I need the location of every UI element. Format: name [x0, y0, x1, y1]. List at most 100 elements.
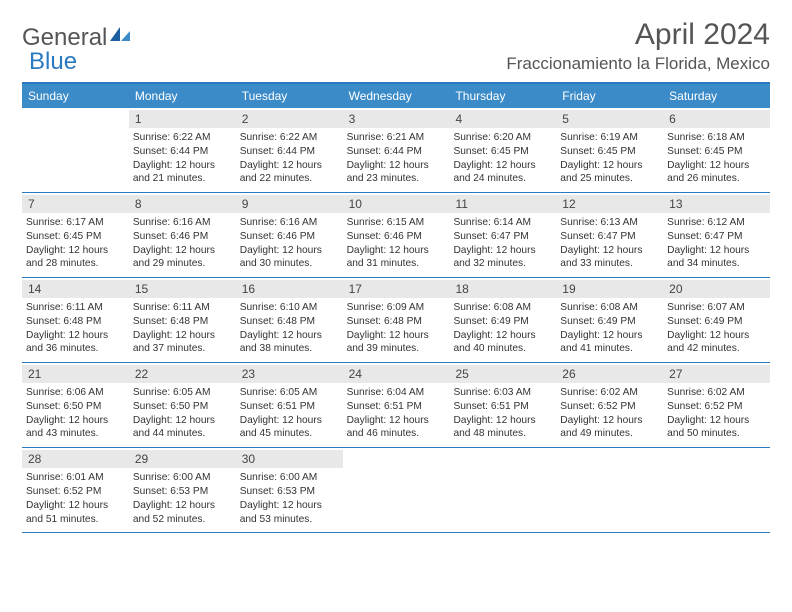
day-number: 13	[663, 195, 770, 213]
weeks-container: 1Sunrise: 6:22 AMSunset: 6:44 PMDaylight…	[22, 108, 770, 533]
day-number: 8	[129, 195, 236, 213]
day-info: Sunrise: 6:16 AMSunset: 6:46 PMDaylight:…	[240, 216, 339, 271]
day-info: Sunrise: 6:22 AMSunset: 6:44 PMDaylight:…	[133, 131, 232, 186]
day-number: 30	[236, 450, 343, 468]
day-number: 23	[236, 365, 343, 383]
day-cell: 3 Sunrise: 6:21 AMSunset: 6:44 PMDaylight…	[343, 108, 450, 192]
day-number: 4	[449, 110, 556, 128]
day-number: 25	[449, 365, 556, 383]
day-info: Sunrise: 6:15 AMSunset: 6:46 PMDaylight:…	[347, 216, 446, 271]
week-row: 14Sunrise: 6:11 AMSunset: 6:48 PMDayligh…	[22, 278, 770, 363]
day-header-row: Sunday Monday Tuesday Wednesday Thursday…	[22, 84, 770, 108]
day-info: Sunrise: 6:19 AMSunset: 6:45 PMDaylight:…	[560, 131, 659, 186]
calendar-page: General April 2024 Fraccionamiento la Fl…	[0, 0, 792, 551]
day-cell: 22 Sunrise: 6:05 AMSunset: 6:50 PMDayligh…	[129, 363, 236, 447]
day-number: 1	[129, 110, 236, 128]
day-info: Sunrise: 6:02 AMSunset: 6:52 PMDaylight:…	[560, 386, 659, 441]
week-row: 28 Sunrise: 6:01 AMSunset: 6:52 PMDayligh…	[22, 448, 770, 533]
day-info: Sunrise: 6:10 AMSunset: 6:48 PMDaylight:…	[240, 301, 339, 356]
day-info: Sunrise: 6:08 AMSunset: 6:49 PMDaylight:…	[453, 301, 552, 356]
brand-part2: Blue	[29, 48, 77, 75]
day-header-tue: Tuesday	[236, 84, 343, 108]
day-cell: 5Sunrise: 6:19 AMSunset: 6:45 PMDaylight…	[556, 108, 663, 192]
day-info: Sunrise: 6:11 AMSunset: 6:48 PMDaylight:…	[26, 301, 125, 356]
day-number: 18	[449, 280, 556, 298]
day-number: 16	[236, 280, 343, 298]
day-cell	[449, 448, 556, 532]
day-number: 17	[343, 280, 450, 298]
day-header-sat: Saturday	[663, 84, 770, 108]
day-number: 24	[343, 365, 450, 383]
day-info: Sunrise: 6:02 AMSunset: 6:52 PMDaylight:…	[667, 386, 766, 441]
day-cell: 15 Sunrise: 6:11 AMSunset: 6:48 PMDayligh…	[129, 278, 236, 362]
day-cell: 4Sunrise: 6:20 AMSunset: 6:45 PMDaylight…	[449, 108, 556, 192]
day-cell	[343, 448, 450, 532]
day-number: 3	[343, 110, 450, 128]
day-number: 9	[236, 195, 343, 213]
day-info: Sunrise: 6:06 AMSunset: 6:50 PMDaylight:…	[26, 386, 125, 441]
brand-part2-wrap: Blue	[28, 48, 77, 76]
day-number: 2	[236, 110, 343, 128]
day-header-fri: Friday	[556, 84, 663, 108]
day-info: Sunrise: 6:00 AMSunset: 6:53 PMDaylight:…	[133, 471, 232, 526]
day-number: 22	[129, 365, 236, 383]
day-info: Sunrise: 6:07 AMSunset: 6:49 PMDaylight:…	[667, 301, 766, 356]
header: General April 2024 Fraccionamiento la Fl…	[22, 18, 770, 74]
day-header-sun: Sunday	[22, 84, 129, 108]
day-number: 29	[129, 450, 236, 468]
day-info: Sunrise: 6:17 AMSunset: 6:45 PMDaylight:…	[26, 216, 125, 271]
day-info: Sunrise: 6:22 AMSunset: 6:44 PMDaylight:…	[240, 131, 339, 186]
month-title: April 2024	[506, 18, 770, 52]
day-cell: 30 Sunrise: 6:00 AMSunset: 6:53 PMDayligh…	[236, 448, 343, 532]
day-info: Sunrise: 6:21 AMSunset: 6:44 PMDaylight:…	[347, 131, 446, 186]
day-cell: 26 Sunrise: 6:02 AMSunset: 6:52 PMDayligh…	[556, 363, 663, 447]
day-info: Sunrise: 6:00 AMSunset: 6:53 PMDaylight:…	[240, 471, 339, 526]
day-number: 19	[556, 280, 663, 298]
day-cell: 20Sunrise: 6:07 AMSunset: 6:49 PMDayligh…	[663, 278, 770, 362]
day-number: 6	[663, 110, 770, 128]
day-cell: 8 Sunrise: 6:16 AMSunset: 6:46 PMDaylight…	[129, 193, 236, 277]
day-number: 15	[129, 280, 236, 298]
day-number: 21	[22, 365, 129, 383]
day-cell: 21 Sunrise: 6:06 AMSunset: 6:50 PMDayligh…	[22, 363, 129, 447]
calendar-grid: Sunday Monday Tuesday Wednesday Thursday…	[22, 82, 770, 533]
day-cell: 27 Sunrise: 6:02 AMSunset: 6:52 PMDayligh…	[663, 363, 770, 447]
day-cell: 7 Sunrise: 6:17 AMSunset: 6:45 PMDaylight…	[22, 193, 129, 277]
day-info: Sunrise: 6:08 AMSunset: 6:49 PMDaylight:…	[560, 301, 659, 356]
day-number: 27	[663, 365, 770, 383]
day-info: Sunrise: 6:14 AMSunset: 6:47 PMDaylight:…	[453, 216, 552, 271]
day-cell: 19 Sunrise: 6:08 AMSunset: 6:49 PMDayligh…	[556, 278, 663, 362]
day-header-wed: Wednesday	[343, 84, 450, 108]
day-cell	[556, 448, 663, 532]
week-row: 1Sunrise: 6:22 AMSunset: 6:44 PMDaylight…	[22, 108, 770, 193]
day-number: 28	[22, 450, 129, 468]
location-text: Fraccionamiento la Florida, Mexico	[506, 54, 770, 74]
day-info: Sunrise: 6:11 AMSunset: 6:48 PMDaylight:…	[133, 301, 232, 356]
day-info: Sunrise: 6:01 AMSunset: 6:52 PMDaylight:…	[26, 471, 125, 526]
day-number: 10	[343, 195, 450, 213]
day-cell	[663, 448, 770, 532]
day-number: 12	[556, 195, 663, 213]
day-cell: 6 Sunrise: 6:18 AMSunset: 6:45 PMDaylight…	[663, 108, 770, 192]
day-cell	[22, 108, 129, 192]
day-cell: 29 Sunrise: 6:00 AMSunset: 6:53 PMDayligh…	[129, 448, 236, 532]
day-info: Sunrise: 6:13 AMSunset: 6:47 PMDaylight:…	[560, 216, 659, 271]
week-row: 7 Sunrise: 6:17 AMSunset: 6:45 PMDaylight…	[22, 193, 770, 278]
day-info: Sunrise: 6:16 AMSunset: 6:46 PMDaylight:…	[133, 216, 232, 271]
day-number: 7	[22, 195, 129, 213]
day-info: Sunrise: 6:09 AMSunset: 6:48 PMDaylight:…	[347, 301, 446, 356]
day-number: 26	[556, 365, 663, 383]
day-info: Sunrise: 6:18 AMSunset: 6:45 PMDaylight:…	[667, 131, 766, 186]
day-header-mon: Monday	[129, 84, 236, 108]
day-info: Sunrise: 6:05 AMSunset: 6:50 PMDaylight:…	[133, 386, 232, 441]
day-cell: 1 Sunrise: 6:22 AMSunset: 6:44 PMDaylight…	[129, 108, 236, 192]
day-cell: 16 Sunrise: 6:10 AMSunset: 6:48 PMDayligh…	[236, 278, 343, 362]
day-cell: 13Sunrise: 6:12 AMSunset: 6:47 PMDayligh…	[663, 193, 770, 277]
day-cell: 17 Sunrise: 6:09 AMSunset: 6:48 PMDayligh…	[343, 278, 450, 362]
day-info: Sunrise: 6:03 AMSunset: 6:51 PMDaylight:…	[453, 386, 552, 441]
day-info: Sunrise: 6:05 AMSunset: 6:51 PMDaylight:…	[240, 386, 339, 441]
day-cell: 2 Sunrise: 6:22 AMSunset: 6:44 PMDaylight…	[236, 108, 343, 192]
title-block: April 2024 Fraccionamiento la Florida, M…	[506, 18, 770, 74]
day-cell: 10 Sunrise: 6:15 AMSunset: 6:46 PMDayligh…	[343, 193, 450, 277]
day-cell: 23 Sunrise: 6:05 AMSunset: 6:51 PMDayligh…	[236, 363, 343, 447]
